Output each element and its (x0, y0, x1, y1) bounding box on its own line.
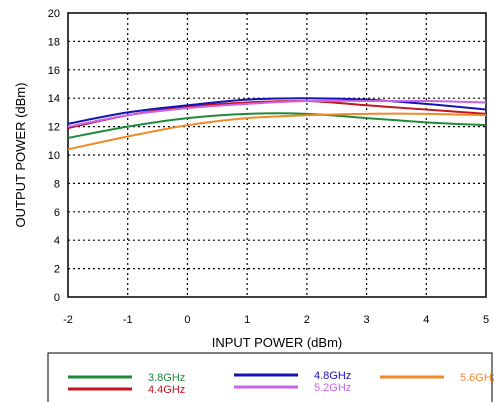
x-tick-label: 3 (364, 314, 370, 326)
legend-label: 5.6GHz (460, 372, 494, 384)
legend-label: 4.4GHz (148, 384, 185, 396)
legend-label: 4.8GHz (314, 370, 351, 382)
y-tick-label: 12 (48, 122, 60, 134)
x-tick-label: 2 (304, 314, 310, 326)
y-tick-label: 2 (54, 264, 60, 276)
x-tick-label: 1 (244, 314, 250, 326)
x-tick-labels: -2 -1 0 1 2 3 4 5 (63, 314, 489, 326)
series-line-5.2GHz (67, 99, 487, 128)
y-tick-label: 0 (54, 292, 60, 304)
series-line-5.6GHz (67, 112, 487, 151)
y-axis-label: OUTPUT POWER (dBm) (13, 83, 28, 228)
plot-frame (67, 12, 487, 298)
y-tick-label: 16 (48, 65, 60, 77)
x-tick-label: 4 (423, 314, 429, 326)
legend-label: 3.8GHz (148, 372, 185, 384)
x-axis-label: INPUT POWER (dBm) (212, 335, 343, 350)
x-tick-label: -2 (63, 314, 73, 326)
grid (68, 13, 486, 297)
y-tick-label: 20 (48, 8, 60, 20)
y-tick-label: 18 (48, 36, 60, 48)
legend-label: 5.2GHz (314, 382, 351, 394)
series-line-3.8GHz (67, 112, 487, 139)
y-tick-label: 8 (54, 178, 60, 190)
y-tick-labels: 0 2 4 6 8 10 12 14 16 18 20 (48, 8, 60, 304)
x-tick-label: 5 (483, 314, 489, 326)
series-lines (67, 97, 487, 151)
y-tick-label: 14 (48, 93, 60, 105)
y-tick-label: 10 (48, 150, 60, 162)
x-tick-label: -1 (123, 314, 133, 326)
x-tick-label: 0 (184, 314, 190, 326)
series-line-4.8GHz (67, 97, 487, 125)
y-tick-label: 4 (54, 235, 60, 247)
y-tick-label: 6 (54, 207, 60, 219)
